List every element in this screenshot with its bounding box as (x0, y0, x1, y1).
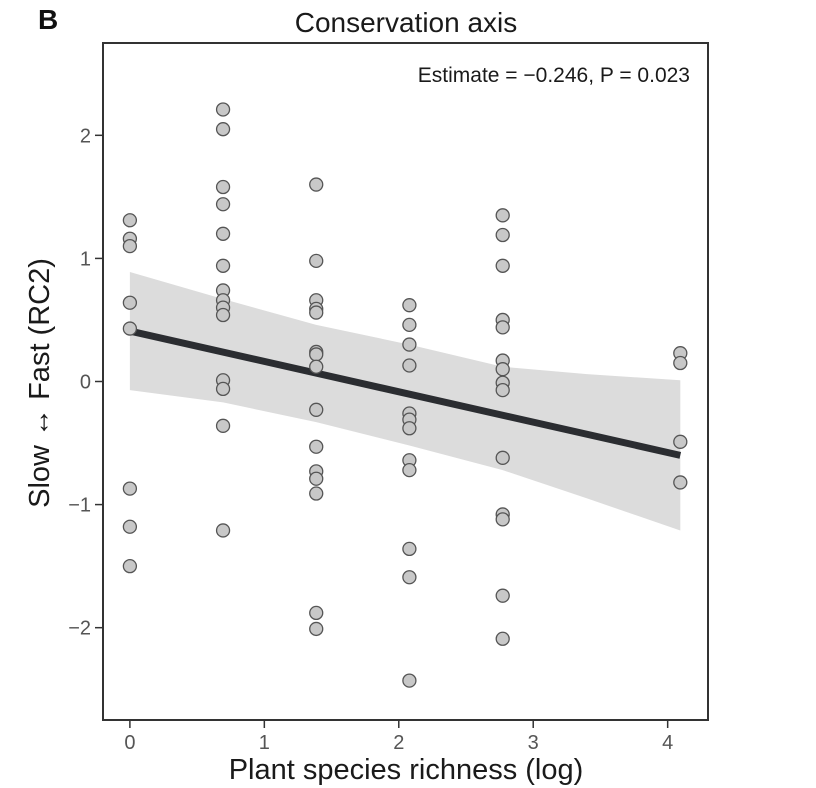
data-point (122, 213, 138, 228)
data-point (122, 481, 138, 496)
data-point (122, 238, 138, 254)
data-point (402, 421, 417, 436)
x-tick-label: 1 (259, 732, 270, 754)
data-point (215, 102, 231, 117)
data-point (402, 673, 417, 688)
data-point (309, 305, 324, 320)
data-point (309, 486, 324, 501)
data-point (495, 588, 510, 603)
x-tick-label: 3 (528, 732, 539, 754)
data-point (495, 382, 510, 398)
data-point (402, 298, 417, 313)
data-point (309, 347, 324, 362)
regression-line (129, 327, 682, 459)
data-point (122, 295, 138, 310)
fit-line-layer (129, 327, 682, 459)
data-point (122, 558, 138, 574)
y-tick-label: 1 (80, 248, 91, 270)
data-point (309, 402, 324, 417)
data-point (402, 462, 417, 478)
data-point (215, 523, 231, 538)
data-point (215, 226, 231, 241)
data-point (673, 355, 688, 371)
data-point (122, 519, 138, 534)
x-tick-label: 4 (662, 732, 673, 754)
confidence-band-layer (129, 271, 681, 531)
data-point (495, 450, 510, 465)
estimate-annotation: Estimate = −0.246, P = 0.023 (418, 64, 690, 87)
confidence-band (129, 271, 681, 531)
y-tick-label: −1 (68, 495, 91, 517)
data-point (215, 258, 231, 273)
data-point (402, 541, 417, 557)
data-point (309, 439, 324, 454)
x-tick-label: 2 (393, 732, 404, 754)
data-point (402, 358, 417, 373)
data-point (673, 475, 688, 490)
data-point (495, 208, 510, 223)
y-tick-label: 2 (80, 125, 91, 147)
x-axis-ticks: 0 1 2 3 4 (124, 720, 673, 754)
data-point (122, 321, 138, 336)
data-point (402, 317, 417, 333)
data-point (309, 471, 324, 486)
data-point (215, 381, 231, 397)
data-point (402, 570, 417, 585)
x-tick-label: 0 (124, 732, 135, 754)
data-point (495, 631, 510, 646)
data-point (673, 434, 688, 449)
data-point (215, 122, 231, 137)
data-point (215, 418, 231, 433)
x-axis-title: Plant species richness (log) (229, 754, 584, 786)
data-point (495, 362, 510, 377)
data-point (402, 337, 417, 352)
data-point (309, 177, 324, 192)
data-point (309, 621, 324, 637)
y-axis-title: Slow ↔ Fast (RC2) (24, 258, 56, 508)
y-axis-ticks: −2 −1 0 1 2 (68, 125, 103, 640)
data-point (495, 258, 510, 273)
data-point (215, 179, 231, 195)
data-point (309, 359, 324, 374)
y-tick-label: −2 (68, 618, 91, 640)
data-point (215, 197, 231, 212)
panel-letter: B (38, 4, 58, 35)
data-point (215, 307, 231, 323)
data-point (495, 320, 510, 335)
data-point (309, 605, 324, 621)
data-point (495, 512, 510, 527)
y-tick-label: 0 (80, 372, 91, 394)
chart-title: Conservation axis (295, 7, 518, 38)
data-points-layer (122, 102, 688, 688)
data-point (309, 253, 324, 269)
data-point (495, 227, 510, 243)
